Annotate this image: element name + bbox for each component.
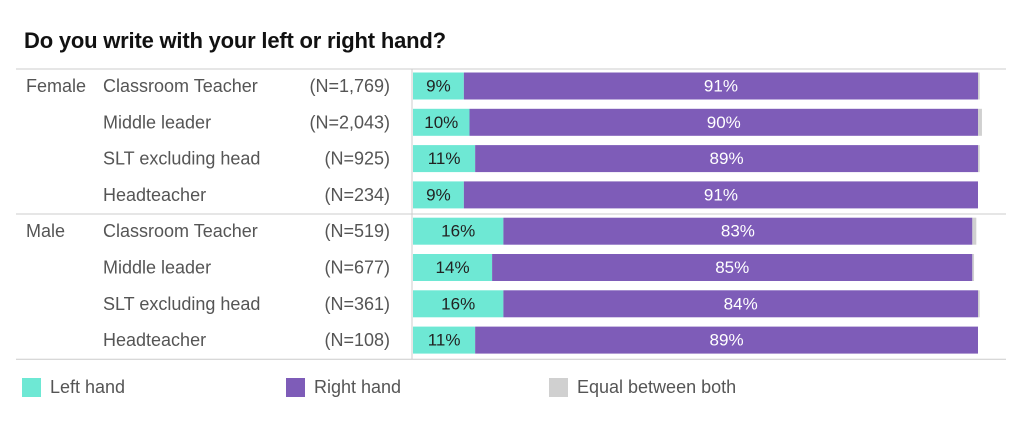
data-label-left: 14% [436, 258, 470, 277]
bar-left-hand [413, 181, 464, 209]
data-label-right: 91% [704, 185, 738, 204]
legend-label: Right hand [314, 377, 402, 397]
data-label-right: 90% [707, 113, 741, 132]
bar-right-hand [463, 72, 979, 100]
row-label: Middle leader [103, 258, 211, 278]
data-label-left: 16% [441, 222, 475, 241]
bar-left-hand [413, 254, 493, 281]
legend-label: Equal between both [577, 377, 737, 397]
bar-equal-both [972, 217, 977, 245]
row-label: Classroom Teacher [103, 221, 258, 241]
bar-left-hand [413, 108, 470, 136]
legend-label: Left hand [50, 377, 126, 397]
bar-right-hand [463, 181, 979, 209]
legend-swatch [549, 378, 568, 397]
sample-size-label: (N=519) [324, 221, 390, 241]
bar-equal-both [972, 254, 975, 281]
sample-size-label: (N=677) [324, 258, 390, 278]
bar-left-hand [413, 217, 504, 245]
legend-swatch [286, 378, 305, 397]
group-label: Male [26, 221, 65, 241]
bar-right-hand [475, 326, 978, 354]
row-label: Middle leader [103, 112, 211, 132]
data-label-left: 11% [428, 149, 461, 168]
sample-size-label: (N=108) [324, 330, 390, 350]
data-label-right: 89% [710, 331, 744, 350]
data-label-left: 9% [426, 77, 451, 96]
row-label: Classroom Teacher [103, 76, 258, 96]
bar-left-hand [413, 290, 504, 318]
row-label: Headteacher [103, 330, 206, 350]
sample-size-label: (N=234) [324, 185, 390, 205]
bar-left-hand [413, 145, 476, 173]
bar-equal-both [978, 290, 980, 318]
bar-right-hand [475, 145, 978, 173]
chart-title: Do you write with your left or right han… [24, 28, 446, 53]
bar-right-hand [503, 217, 973, 245]
data-label-right: 91% [704, 77, 738, 96]
bar-right-hand [469, 108, 978, 136]
data-label-left: 9% [426, 185, 451, 204]
row-label: SLT excluding head [103, 149, 260, 169]
bar-left-hand [413, 326, 476, 354]
data-label-left: 16% [441, 294, 475, 313]
legend-swatch [22, 378, 41, 397]
legend: Left hand Right hand Equal between both [0, 377, 1024, 401]
data-label-right: 83% [721, 222, 755, 241]
data-label-right: 85% [715, 258, 749, 277]
sample-size-label: (N=1,769) [309, 76, 390, 96]
bar-right-hand [492, 254, 973, 281]
bar-right-hand [503, 290, 978, 318]
legend-item-right: Right hand [286, 377, 401, 398]
bar-equal-both [978, 72, 980, 100]
bar-left-hand [413, 72, 464, 100]
stacked-bar-chart: Female Classroom Teacher (N=1,769) 9% 91% Mid… [16, 68, 1006, 360]
legend-item-left: Left hand [22, 377, 125, 398]
sample-size-label: (N=361) [324, 294, 390, 314]
data-label-left: 11% [428, 331, 461, 350]
legend-item-equal: Equal between both [549, 377, 736, 398]
bar-equal-both [978, 145, 980, 173]
data-label-right: 89% [710, 149, 744, 168]
bar-equal-both [978, 108, 982, 136]
row-label: Headteacher [103, 185, 206, 205]
sample-size-label: (N=925) [324, 149, 390, 169]
data-label-right: 84% [724, 294, 758, 313]
sample-size-label: (N=2,043) [309, 112, 390, 132]
group-label: Female [26, 76, 86, 96]
data-label-left: 10% [424, 113, 458, 132]
row-label: SLT excluding head [103, 294, 260, 314]
